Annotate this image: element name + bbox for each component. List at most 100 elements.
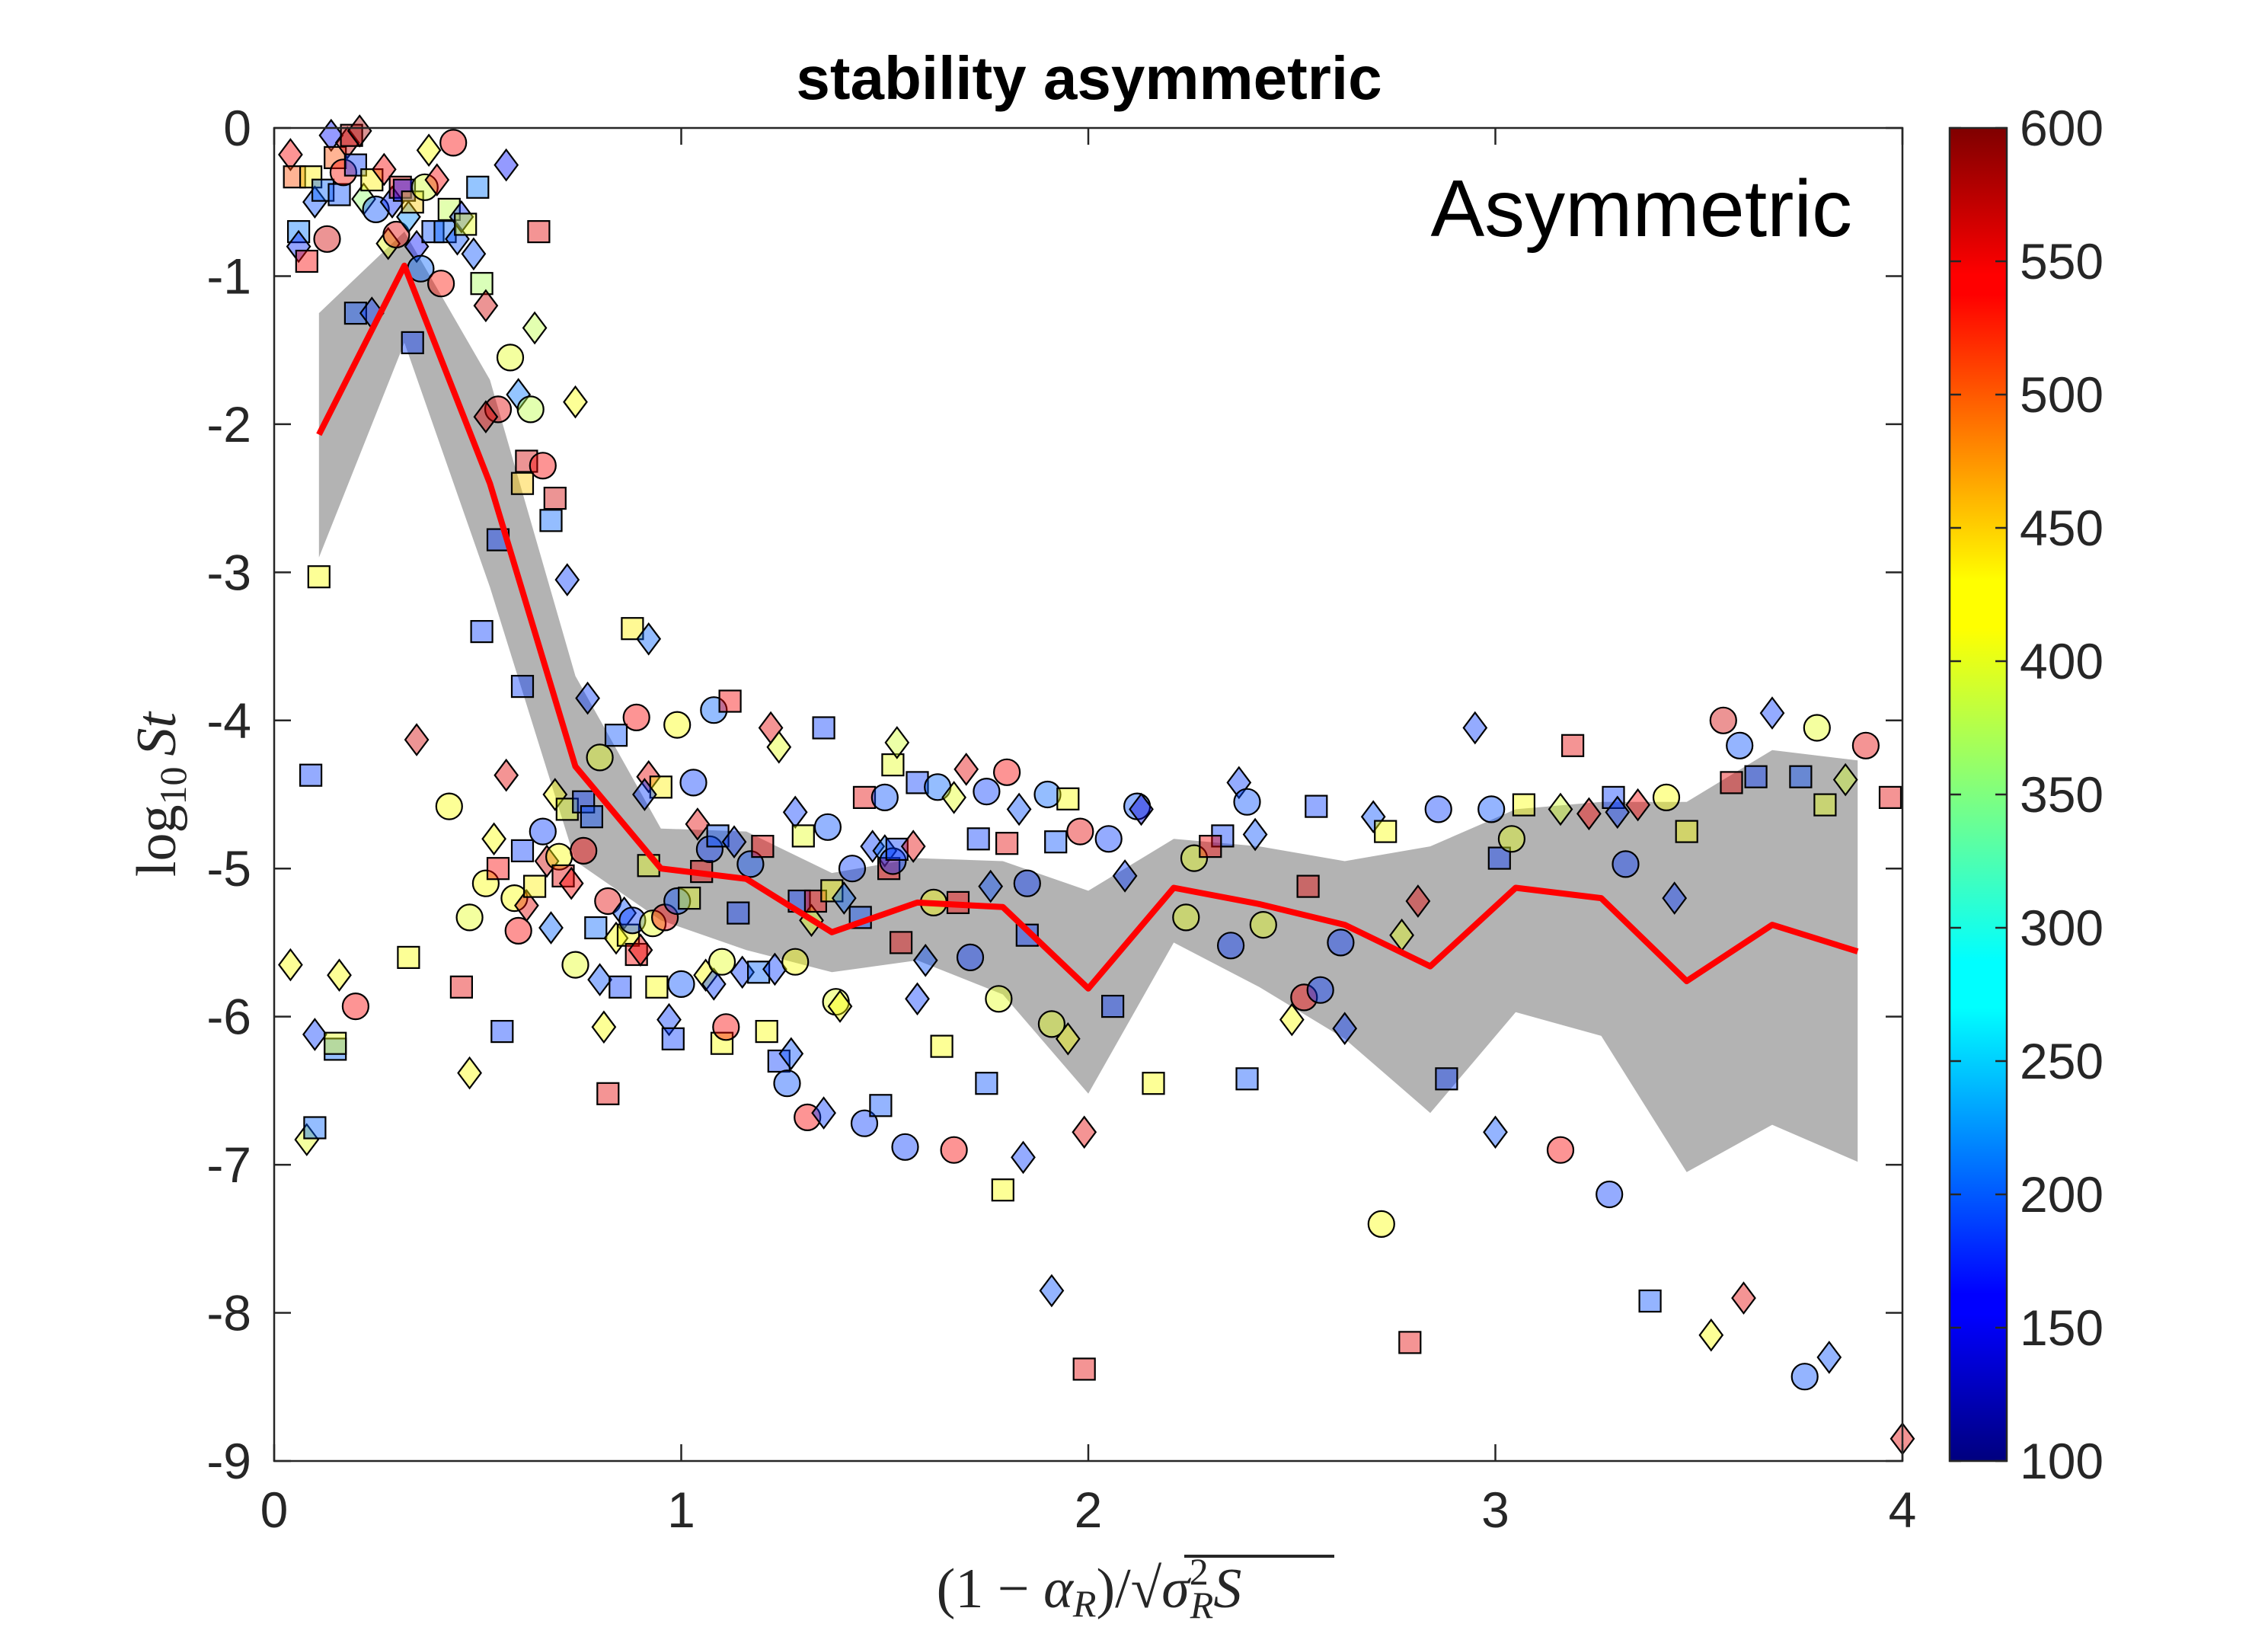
colorbar-tick-label: 600 (2020, 100, 2103, 156)
xlabel-alpha: α (1043, 1558, 1075, 1620)
scatter-point-square (307, 565, 331, 589)
scatter-point-diamond (978, 869, 1004, 903)
scatter-point-square (1374, 820, 1398, 843)
scatter-point-circle (529, 817, 557, 846)
scatter-point-circle (426, 270, 455, 298)
scatter-point-diamond (302, 185, 327, 219)
scatter-point-diamond (912, 943, 938, 977)
scatter-point-square (1044, 830, 1068, 854)
y-tick-label: -1 (206, 248, 251, 304)
scatter-point-square (975, 1072, 998, 1095)
asymmetric-annotation: Asymmetric (1430, 164, 1852, 254)
scatter-point-square (299, 165, 323, 189)
scatter-point-square (869, 1094, 893, 1117)
scatter-point-diamond (1360, 800, 1386, 834)
scatter-point-circle (1477, 795, 1506, 823)
scatter-point-square (1561, 734, 1585, 757)
scatter-point-circle (1612, 850, 1640, 878)
scatter-point-circle (1066, 817, 1094, 846)
scatter-point-square (881, 753, 905, 777)
scatter-point-square (515, 449, 538, 473)
colorbar-ticks: 100 150 200 250 300 350 400 450 500 550 600 (1950, 100, 2103, 1489)
scatter-point-square (889, 931, 913, 954)
scatter-point-circle (700, 696, 728, 724)
scatter-point-circle (1546, 1136, 1575, 1164)
scatter-point-circle (992, 758, 1021, 786)
scatter-point-diamond (1072, 1115, 1097, 1149)
scatter-point-diamond (473, 400, 499, 434)
scatter-point-diamond (1055, 1021, 1081, 1056)
scatter-point-square (584, 916, 608, 940)
scatter-point-circle (1726, 731, 1754, 759)
scatter-point-square (1720, 771, 1743, 794)
scatter-point-diamond (558, 866, 584, 900)
scatter-point-square (555, 798, 579, 821)
scatter-point-diamond (1405, 884, 1431, 918)
scatter-point-square (1142, 1072, 1165, 1095)
scatter-point-square (1602, 785, 1625, 810)
scatter-point-square (678, 886, 701, 910)
scatter-point-circle (570, 836, 598, 865)
scatter-point-diamond (1576, 797, 1602, 831)
scatter-point-circle (985, 985, 1013, 1013)
scatter-point-diamond (347, 114, 372, 148)
mean-line (316, 262, 1859, 992)
colorbar-tick-label: 300 (2020, 900, 2103, 956)
scatter-point-diamond (416, 133, 442, 168)
xlabel-tail: S (1213, 1558, 1241, 1620)
scatter-point-diamond (542, 778, 568, 811)
scatter-point-square (930, 1034, 954, 1058)
scatter-point-circle (516, 395, 545, 424)
y-tick-label: -3 (206, 544, 251, 600)
scatter-point-square (1744, 765, 1768, 788)
scatter-point-diamond (1759, 696, 1785, 730)
plot-area (274, 128, 1902, 1461)
scatter-point-circle (500, 884, 529, 913)
scatter-point-circle (1327, 929, 1355, 957)
xlabel-sigma: σ (1161, 1558, 1191, 1620)
scatter-point-circle (663, 711, 692, 739)
scatter-point-circle (1249, 910, 1277, 939)
scatter-point-circle (1497, 825, 1526, 853)
scatter-point-square (966, 827, 990, 851)
confidence-band (318, 232, 1858, 1172)
scatter-point-circle (1709, 706, 1737, 734)
y-axis-label: log10 St (126, 711, 194, 878)
scatter-point-square (1813, 793, 1837, 817)
scatter-point-circle (891, 1133, 919, 1161)
scatter-point-circle (622, 703, 650, 732)
scatter-point-square (645, 975, 669, 999)
scatter-point-square (327, 183, 351, 206)
scatter-point-circle (973, 777, 1001, 806)
scatter-point-square (1305, 794, 1328, 818)
scatter-point-circle (561, 951, 589, 979)
y-tick-label: -2 (206, 396, 251, 452)
scatter-point-diamond (473, 289, 499, 323)
xlabel-prefix: (1 − (937, 1558, 1043, 1620)
x-axis-label: (1 − αR)/√σ2 RS (937, 1550, 1242, 1626)
colorbar-tick-label: 500 (2020, 366, 2103, 423)
y-tick-label: -4 (206, 692, 251, 749)
scatter-point-diamond (701, 967, 727, 1001)
scatter-point-diamond (1039, 1274, 1065, 1308)
scatter-point-diamond (575, 681, 600, 715)
scatter-point-circle (1652, 783, 1681, 812)
scatter-point-circle (439, 129, 468, 157)
scatter-point-circle (1851, 731, 1880, 759)
scatter-point-circle (471, 869, 500, 897)
colorbar-tick-label: 350 (2020, 766, 2103, 823)
colorbar-tick-label: 150 (2020, 1300, 2103, 1356)
scatter-point-circle (1790, 1363, 1819, 1391)
scatter-point-square (706, 824, 730, 848)
scatter-point-diamond (591, 1010, 617, 1044)
scatter-point-diamond (1112, 859, 1138, 893)
colorbar-tick-label: 200 (2020, 1166, 2103, 1223)
scatter-point-diamond (404, 723, 430, 756)
scatter-point-diamond (1006, 792, 1032, 826)
scatter-point-diamond (954, 753, 979, 786)
scatter-point-square (572, 790, 596, 814)
scatter-point-diamond (563, 385, 588, 419)
confidence-band-layer (318, 232, 1858, 1172)
scatter-point-diamond (632, 778, 657, 811)
